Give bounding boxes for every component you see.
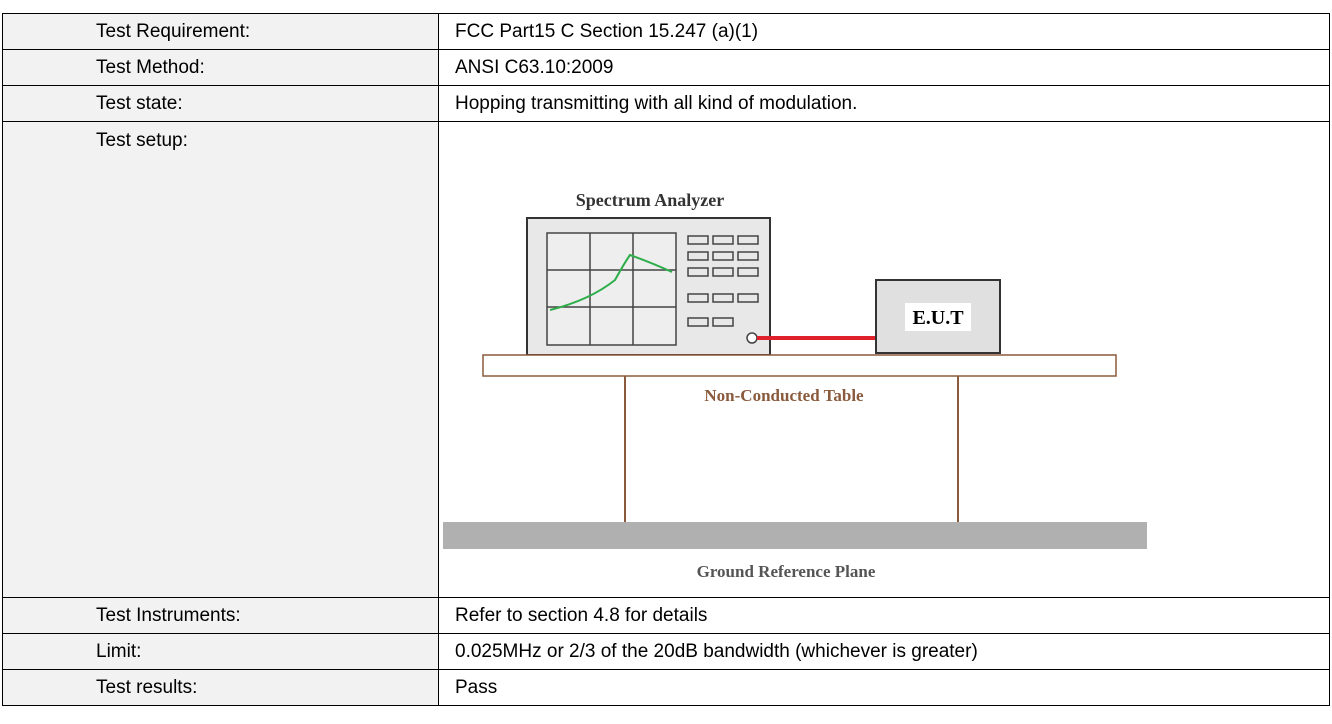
eut-label-bg bbox=[905, 303, 971, 331]
table-top bbox=[482, 354, 1117, 377]
analyzer-screen bbox=[546, 232, 677, 346]
row-label: Test Requirement: bbox=[2, 13, 439, 50]
ground-label: Ground Reference Plane bbox=[697, 562, 876, 581]
buttons bbox=[687, 235, 759, 327]
connector bbox=[746, 332, 758, 344]
screen-grid bbox=[547, 233, 676, 345]
row-value: Pass bbox=[438, 669, 1330, 706]
trace bbox=[549, 253, 673, 311]
ground-plane bbox=[443, 522, 1147, 549]
row-label: Test results: bbox=[2, 669, 439, 706]
table-label: Non-Conducted Table bbox=[704, 386, 864, 405]
analyzer-label: Spectrum Analyzer bbox=[576, 190, 724, 210]
eut-label: E.U.T bbox=[912, 307, 964, 329]
